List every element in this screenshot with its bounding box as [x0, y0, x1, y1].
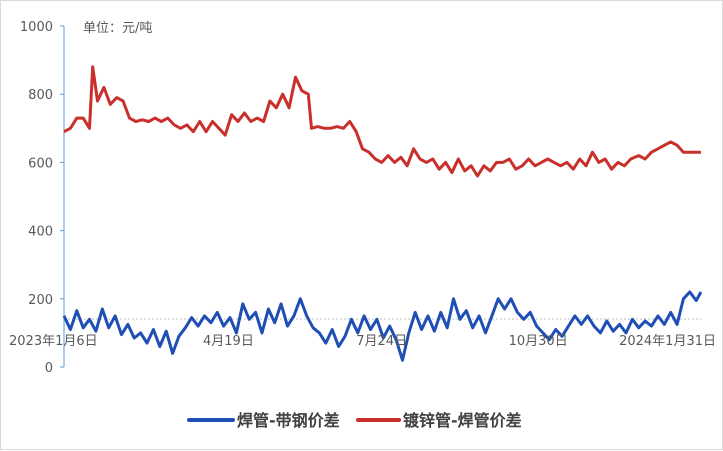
x-tick-label: 10月30日	[509, 334, 568, 349]
series-line-1	[62, 290, 703, 362]
y-tick-label: 1000	[20, 20, 53, 35]
y-ticks: 0 200 400 600 800 1000	[20, 20, 64, 376]
x-tick-label: 2024年1月31日	[619, 334, 716, 349]
x-tick-label: 2023年1月6日	[9, 334, 98, 349]
series-group	[62, 65, 703, 362]
x-tick-label: 7月24日	[356, 334, 407, 349]
y-tick-label: 400	[28, 225, 53, 240]
legend-label-series-1: 焊管-带钢价差	[237, 411, 340, 430]
y-tick-label: 600	[28, 156, 53, 171]
series-line-2	[63, 65, 701, 178]
y-tick-label: 0	[45, 361, 53, 376]
legend: 焊管-带钢价差 镀锌管-焊管价差	[187, 411, 522, 430]
x-tick-label: 4月19日	[203, 334, 254, 349]
legend-label-series-2: 镀锌管-焊管价差	[403, 411, 522, 430]
y-tick-label: 800	[28, 88, 53, 103]
plot-area: 0 200 400 600 800 1000 2023年1月6日 4月19日 7月24日 10月…	[9, 20, 716, 376]
unit-label: 单位：元/吨	[83, 21, 152, 36]
y-tick-label: 200	[28, 293, 53, 308]
x-ticks: 2023年1月6日 4月19日 7月24日 10月30日 2024年1月31日	[9, 334, 716, 349]
